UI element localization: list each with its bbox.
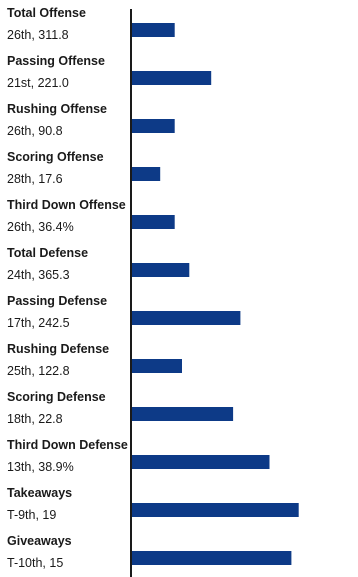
category-rank-value: 26th, 311.8 (7, 28, 69, 42)
category-name: Total Defense (7, 246, 88, 260)
category-name: Third Down Defense (7, 438, 128, 452)
category-rank-value: T-9th, 19 (7, 508, 56, 522)
category-name: Third Down Offense (7, 198, 126, 212)
category-rank-value: 24th, 365.3 (7, 268, 70, 282)
category-rank-value: 17th, 242.5 (7, 316, 70, 330)
category-name: Passing Offense (7, 54, 105, 68)
category-labels: Total Offense 26th, 311.8 Passing Offense 2… (7, 6, 128, 570)
category-name: Takeaways (7, 486, 72, 500)
category-name: Scoring Offense (7, 150, 104, 164)
category-rank-value: 18th, 22.8 (7, 412, 63, 426)
category-rank-value: 25th, 122.8 (7, 364, 70, 378)
category-rank-value: T-10th, 15 (7, 556, 63, 570)
category-rank-value: 28th, 17.6 (7, 172, 63, 186)
category-name: Rushing Defense (7, 342, 109, 356)
bar (131, 359, 182, 373)
bar (131, 167, 161, 181)
bar (131, 551, 292, 565)
category-rank-value: 26th, 90.8 (7, 124, 63, 138)
category-name: Giveaways (7, 534, 72, 548)
bar (131, 455, 270, 469)
bar (131, 311, 241, 325)
bar (131, 71, 212, 85)
category-rank-value: 13th, 38.9% (7, 460, 74, 474)
category-name: Passing Defense (7, 294, 107, 308)
bar (131, 215, 175, 229)
bar (131, 263, 190, 277)
category-rank-value: 26th, 36.4% (7, 220, 74, 234)
bar (131, 407, 234, 421)
category-name: Scoring Defense (7, 390, 106, 404)
category-name: Rushing Offense (7, 102, 107, 116)
bar (131, 23, 175, 37)
category-rank-value: 21st, 221.0 (7, 76, 69, 90)
category-name: Total Offense (7, 6, 86, 20)
bar (131, 119, 175, 133)
bars (131, 23, 299, 565)
bar (131, 503, 299, 517)
